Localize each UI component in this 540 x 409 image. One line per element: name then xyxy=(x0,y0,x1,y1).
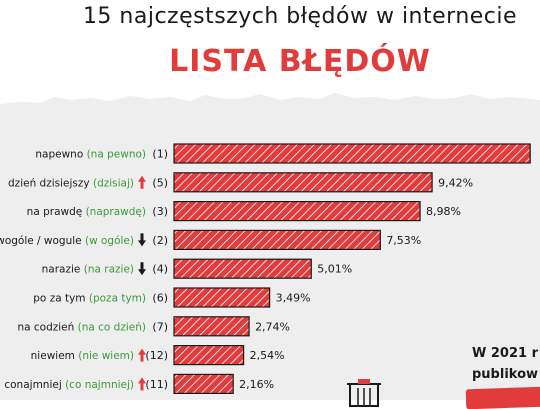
background-skyline xyxy=(0,93,540,108)
bar xyxy=(173,201,421,222)
row-rank: (5) xyxy=(152,176,168,189)
chart-row: (1) napewno (na pewno) xyxy=(35,143,531,164)
arrow-up-icon xyxy=(138,377,146,391)
value-label: 2,16% xyxy=(239,378,274,391)
chart-row: (4) narazie (na razie) 5,01% xyxy=(42,258,352,279)
arrow-down-icon xyxy=(138,233,146,247)
row-correct-phrase: (poza tym) xyxy=(89,293,146,305)
row-label: na codzień (na co dzień) xyxy=(17,321,146,333)
row-label: narazie (na razie) xyxy=(42,264,134,276)
bar xyxy=(173,373,234,394)
row-correct-phrase: (na co dzień) xyxy=(78,321,146,333)
row-rank: (6) xyxy=(152,292,168,305)
row-correct-phrase: (co najmniej) xyxy=(65,379,134,391)
value-label: 7,53% xyxy=(386,234,421,247)
bar xyxy=(173,258,312,279)
row-correct-phrase: (na razie) xyxy=(84,264,134,276)
row-correct-phrase: (naprawdę) xyxy=(86,206,146,218)
row-correct-phrase: (na pewno) xyxy=(87,149,146,161)
arrow-down-icon xyxy=(138,262,146,276)
row-label: wogóle / wogule (w ogóle) xyxy=(0,235,134,247)
arrow-up-icon xyxy=(138,175,146,189)
side-note-line1: W 2021 r xyxy=(472,346,538,361)
row-label: conajmniej (co najmniej) xyxy=(4,379,134,391)
trash-bin-icon xyxy=(347,379,381,407)
value-label: 9,42% xyxy=(438,176,473,189)
value-label: 2,74% xyxy=(255,320,290,333)
row-rank: (1) xyxy=(152,148,168,161)
value-label: 8,98% xyxy=(426,205,461,218)
row-rank: (2) xyxy=(152,234,168,247)
row-label: napewno (na pewno) xyxy=(35,149,146,161)
chart-row: (2) wogóle / wogule (w ogóle) 7,53% xyxy=(0,229,421,250)
row-correct-phrase: (dzisiaj) xyxy=(93,177,134,189)
row-label: dzień dzisiejszy (dzisiaj) xyxy=(8,177,134,189)
side-note: W 2021 r publikow xyxy=(472,343,540,385)
chart-rows: (1) napewno (na pewno) (5) dzień dzisiejszy… xyxy=(0,143,531,394)
chart-title: 15 najczęstszych błędów w internecie xyxy=(82,4,518,29)
row-label: niewiem (nie wiem) xyxy=(31,350,134,362)
bar xyxy=(173,172,433,193)
row-wrong-phrase: na codzień xyxy=(17,321,77,333)
value-label: 2,54% xyxy=(250,349,285,362)
row-wrong-phrase: narazie xyxy=(42,264,84,276)
chart-row: (11) conajmniej (co najmniej) 2,16% xyxy=(4,373,274,394)
row-correct-phrase: (nie wiem) xyxy=(78,350,134,362)
row-rank: (3) xyxy=(152,205,168,218)
row-rank: (11) xyxy=(145,378,168,391)
row-label: na prawdę (naprawdę) xyxy=(27,206,146,218)
chart-row: (12) niewiem (nie wiem) 2,54% xyxy=(31,345,285,366)
chart-row: (6) po za tym (poza tym) 3,49% xyxy=(33,287,311,308)
row-rank: (4) xyxy=(152,263,168,276)
bar-chart: (1) napewno (na pewno) (5) dzień dzisiejszy… xyxy=(0,143,531,394)
row-wrong-phrase: na prawdę xyxy=(27,206,86,218)
chart-row: (3) na prawdę (naprawdę) 8,98% xyxy=(27,201,461,222)
value-label: 3,49% xyxy=(276,292,311,305)
side-note-highlight xyxy=(465,386,540,409)
bar xyxy=(173,143,531,164)
row-rank: (12) xyxy=(145,349,168,362)
row-correct-phrase: (w ogóle) xyxy=(85,235,134,247)
row-wrong-phrase: napewno xyxy=(35,149,86,161)
value-label: 5,01% xyxy=(317,263,352,276)
row-wrong-phrase: po za tym xyxy=(33,293,89,305)
row-wrong-phrase: wogóle / wogule xyxy=(0,235,85,247)
side-note-line2: publikow xyxy=(472,367,539,382)
arrow-up-icon xyxy=(138,348,146,362)
row-wrong-phrase: niewiem xyxy=(31,350,79,362)
bar xyxy=(173,345,245,366)
row-rank: (7) xyxy=(152,320,168,333)
row-wrong-phrase: conajmniej xyxy=(4,379,65,391)
chart-subtitle: LISTA BŁĘDÓW xyxy=(169,44,431,79)
chart-row: (7) na codzień (na co dzień) 2,74% xyxy=(17,316,290,337)
row-wrong-phrase: dzień dzisiejszy xyxy=(8,177,93,189)
row-label: po za tym (poza tym) xyxy=(33,293,146,305)
chart-row: (5) dzień dzisiejszy (dzisiaj) 9,42% xyxy=(8,172,473,193)
bar xyxy=(173,229,381,250)
bar xyxy=(173,316,250,337)
bar xyxy=(173,287,271,308)
